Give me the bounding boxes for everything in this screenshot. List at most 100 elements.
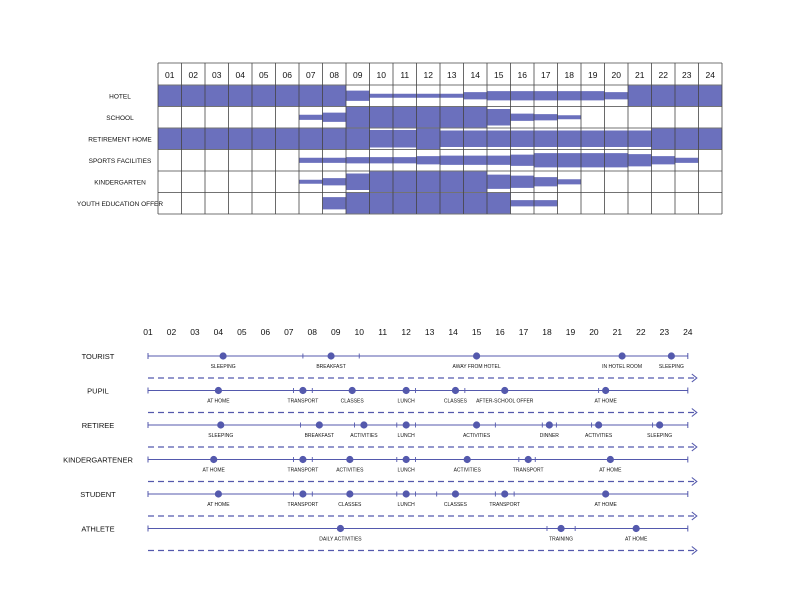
event-label: CLASSES [444,502,468,508]
event-label: TRANSPORT [288,468,319,474]
event-label: AT HOME [595,399,618,405]
event-label: AT HOME [625,537,648,543]
timeline-hour-label: 15 [472,327,482,337]
hour-label: 18 [565,70,575,80]
event-label: AT HOME [203,468,226,474]
event-label: TRANSPORT [288,399,319,405]
hour-label: 24 [706,70,716,80]
hour-label: 15 [494,70,504,80]
event-dot [451,386,460,395]
event-dot [346,455,354,464]
event-label: ACTIVITIES [463,433,491,439]
event-label: CLASSES [338,502,362,508]
event-label: CLASSES [444,399,468,405]
event-label: AT HOME [599,468,622,474]
hour-label: 04 [236,70,246,80]
event-label: DAILY ACTIVITIES [319,537,362,543]
timeline-hour-label: 12 [401,327,411,337]
timeline-hour-label: 13 [425,327,435,337]
event-dot [618,352,626,360]
hour-label: 14 [471,70,481,80]
hour-label: 13 [447,70,457,80]
facility-usage-chart: HOTEL SCHOOL RETIREMENT HOME SPORTS FACILIT… [77,62,723,215]
hour-label: 08 [330,70,340,80]
timeline-row-label: TOURIST [82,352,115,361]
timeline-hour-label: 16 [495,327,505,337]
hour-label: 07 [306,70,316,80]
event-dot [402,455,410,464]
event-label: TRANSPORT [513,468,544,474]
event-label: TRANSPORT [489,502,520,508]
hour-label: 16 [518,70,528,80]
event-dot [402,421,410,429]
event-dot [336,524,345,533]
timeline-hour-label: 05 [237,327,247,337]
row-label: RETIREMENT HOME [88,136,152,143]
event-dot [219,352,227,360]
timeline-hour-label: 18 [542,327,552,337]
event-dot [501,490,509,498]
hour-label: 03 [212,70,222,80]
daily-routine-timeline: 01 02 03 04 05 06 07 08 09 10 11 12 13 14 15 16 17 18 19 20… [63,327,698,555]
timeline-hour-label: 11 [378,327,387,337]
timeline-hour-label: 23 [660,327,670,337]
event-label: AT HOME [207,502,230,508]
event-label: DINNER [540,433,560,439]
event-label: LUNCH [398,433,416,439]
event-label: TRAINING [549,537,573,543]
row-label: HOTEL [109,93,131,100]
arrow-head-icon [691,511,698,521]
event-dot [402,490,410,498]
event-label: LUNCH [398,502,416,508]
row-label: SCHOOL [106,115,134,122]
event-label: ACTIVITIES [585,433,613,439]
timeline-hour-label: 01 [143,327,153,337]
event-dot [632,524,640,533]
timeline-hour-label: 09 [331,327,341,337]
event-dot [327,352,335,360]
timeline-row-label: PUPIL [87,387,109,396]
event-label: SLEEPING [659,364,684,370]
timeline-hour-label: 03 [190,327,200,337]
hour-label: 17 [541,70,551,80]
arrow-head-icon [691,408,698,417]
timeline-hour-label: 19 [566,327,576,337]
event-label: AWAY FROM HOTEL [453,364,501,370]
arrow-head-icon [691,546,698,555]
arrow-head-icon [691,373,698,383]
event-dot [346,490,354,498]
event-dot [299,490,307,498]
event-dot [602,386,610,395]
event-dot [524,455,532,464]
timeline-hour-label: 21 [613,327,623,337]
hour-label: 02 [189,70,199,80]
row-label: KINDERGARTEN [94,179,146,186]
event-dot [656,421,664,429]
event-dot [472,421,481,429]
event-label: AT HOME [595,502,618,508]
event-dot [602,490,610,498]
event-dot [217,421,225,429]
timeline-hour-label: 06 [261,327,271,337]
event-label: SLEEPING [211,364,236,370]
event-label: ACTIVITIES [454,468,482,474]
timeline-hour-label: 02 [167,327,177,337]
arrow-head-icon [691,442,698,452]
event-dot [402,386,410,395]
timeline-hour-label: 20 [589,327,599,337]
event-dot [299,386,307,395]
timeline-row-label: KINDERGARTENER [63,456,133,465]
event-dot [463,455,471,464]
event-dot [606,455,614,464]
event-label: TRANSPORT [288,502,319,508]
event-dot [348,386,356,395]
hour-label: 21 [635,70,645,80]
hour-label: 01 [165,70,175,80]
timeline-hour-label: 04 [214,327,224,337]
hour-label: 19 [588,70,598,80]
arrow-head-icon [691,477,698,486]
event-label: AT HOME [207,399,230,405]
timeline-row-label: STUDENT [80,490,116,499]
timeline-row-label: ATHLETE [81,525,114,534]
